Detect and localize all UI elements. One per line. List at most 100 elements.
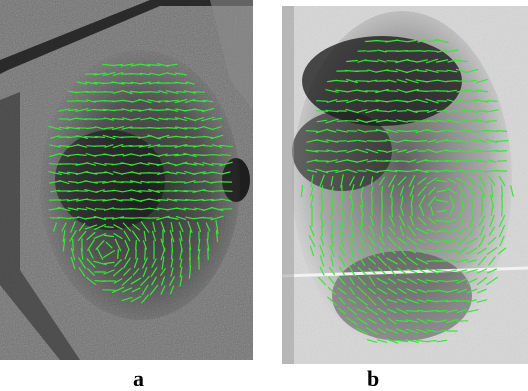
orientation-segment — [111, 81, 125, 85]
orientation-segment — [144, 247, 146, 261]
orientation-segment — [70, 247, 76, 261]
orientation-segment — [348, 265, 356, 277]
orientation-segment — [206, 238, 210, 252]
orientation-segment — [478, 175, 486, 187]
orientation-segment — [152, 230, 156, 242]
crease-line — [282, 266, 528, 278]
orientation-segment — [365, 130, 379, 132]
orientation-segment — [466, 139, 478, 143]
orientation-segment — [179, 230, 183, 242]
orientation-segment — [398, 215, 406, 227]
orientation-segment — [376, 277, 388, 285]
orientation-segment — [407, 159, 417, 163]
orientation-segment — [131, 230, 141, 242]
orientation-segment — [122, 153, 132, 157]
orientation-segment — [416, 69, 428, 73]
orientation-segment — [130, 189, 142, 193]
orientation-segment — [93, 224, 107, 230]
orientation-segment — [157, 62, 169, 68]
orientation-segment — [387, 119, 397, 123]
orientation-segment — [131, 287, 141, 293]
orientation-segment — [174, 199, 188, 201]
orientation-segment — [466, 247, 478, 255]
orientation-segment — [149, 117, 159, 121]
orientation-segment — [445, 289, 459, 293]
orientation-segment — [386, 129, 398, 133]
orientation-segment — [335, 89, 349, 93]
orientation-segment — [446, 318, 458, 324]
orientation-segment — [356, 296, 368, 306]
orientation-segment — [380, 185, 384, 197]
orientation-segment — [457, 169, 467, 173]
orientation-segment — [147, 198, 161, 202]
orientation-segment — [316, 119, 328, 123]
orientation-segment — [469, 214, 475, 228]
orientation-segment — [157, 199, 169, 201]
orientation-segment — [67, 217, 79, 219]
orientation-segment — [315, 128, 329, 134]
orientation-segment — [425, 279, 439, 283]
orientation-segment — [481, 194, 483, 208]
orientation-segment — [400, 195, 404, 207]
orientation-segment — [365, 168, 379, 174]
orientation-segment — [140, 117, 150, 121]
orientation-segment — [477, 169, 487, 173]
orientation-segment — [319, 236, 325, 246]
orientation-segment — [219, 190, 233, 192]
orientation-segment — [436, 49, 448, 53]
orientation-segment — [459, 205, 465, 217]
orientation-segment — [129, 90, 143, 94]
orientation-segment — [446, 89, 458, 93]
orientation-segment — [121, 297, 133, 301]
orientation-segment — [94, 118, 106, 120]
orientation-segment — [211, 198, 223, 202]
orientation-segment — [76, 144, 88, 148]
orientation-segment — [385, 328, 399, 334]
orientation-segment — [485, 129, 499, 133]
orientation-segment — [455, 177, 469, 185]
orientation-segment — [94, 126, 106, 130]
orientation-segment — [202, 162, 214, 166]
orientation-segment — [476, 149, 488, 153]
orientation-segment — [490, 206, 494, 216]
orientation-segment — [396, 99, 408, 103]
orientation-segment — [319, 245, 325, 257]
orientation-segment — [192, 154, 206, 156]
orientation-segment — [445, 299, 459, 303]
orientation-segment — [166, 162, 178, 166]
orientation-segment — [165, 216, 179, 220]
orientation-segment — [112, 189, 124, 193]
orientation-segment — [93, 215, 107, 221]
orientation-segment — [86, 198, 96, 202]
orientation-segment — [396, 88, 408, 94]
orientation-segment — [496, 150, 508, 152]
orientation-segment — [387, 278, 397, 284]
orientation-segment — [349, 215, 355, 227]
orientation-segment — [327, 296, 337, 306]
orientation-segment — [368, 276, 376, 286]
orientation-segment — [124, 239, 130, 251]
orientation-segment — [315, 150, 329, 152]
orientation-segment — [215, 220, 219, 234]
orientation-segment — [437, 309, 447, 313]
orientation-segment — [435, 38, 449, 44]
orientation-segment — [377, 307, 387, 315]
orientation-segment — [75, 90, 89, 94]
orientation-segment — [370, 186, 374, 196]
orientation-segment — [84, 81, 98, 85]
orientation-segment — [456, 99, 468, 103]
orientation-segment — [210, 134, 224, 140]
orientation-segment — [501, 205, 503, 217]
orientation-segment — [437, 129, 447, 133]
orientation-segment — [147, 99, 161, 103]
orientation-segment — [340, 205, 344, 217]
orientation-segment — [112, 153, 124, 157]
orientation-segment — [409, 215, 415, 227]
orientation-segment — [416, 140, 428, 142]
orientation-segment — [405, 99, 418, 103]
orientation-segment — [131, 217, 141, 219]
orientation-segment — [85, 277, 97, 285]
orientation-segment — [194, 198, 204, 202]
orientation-field-a — [48, 62, 233, 304]
orientation-segment — [435, 160, 449, 162]
